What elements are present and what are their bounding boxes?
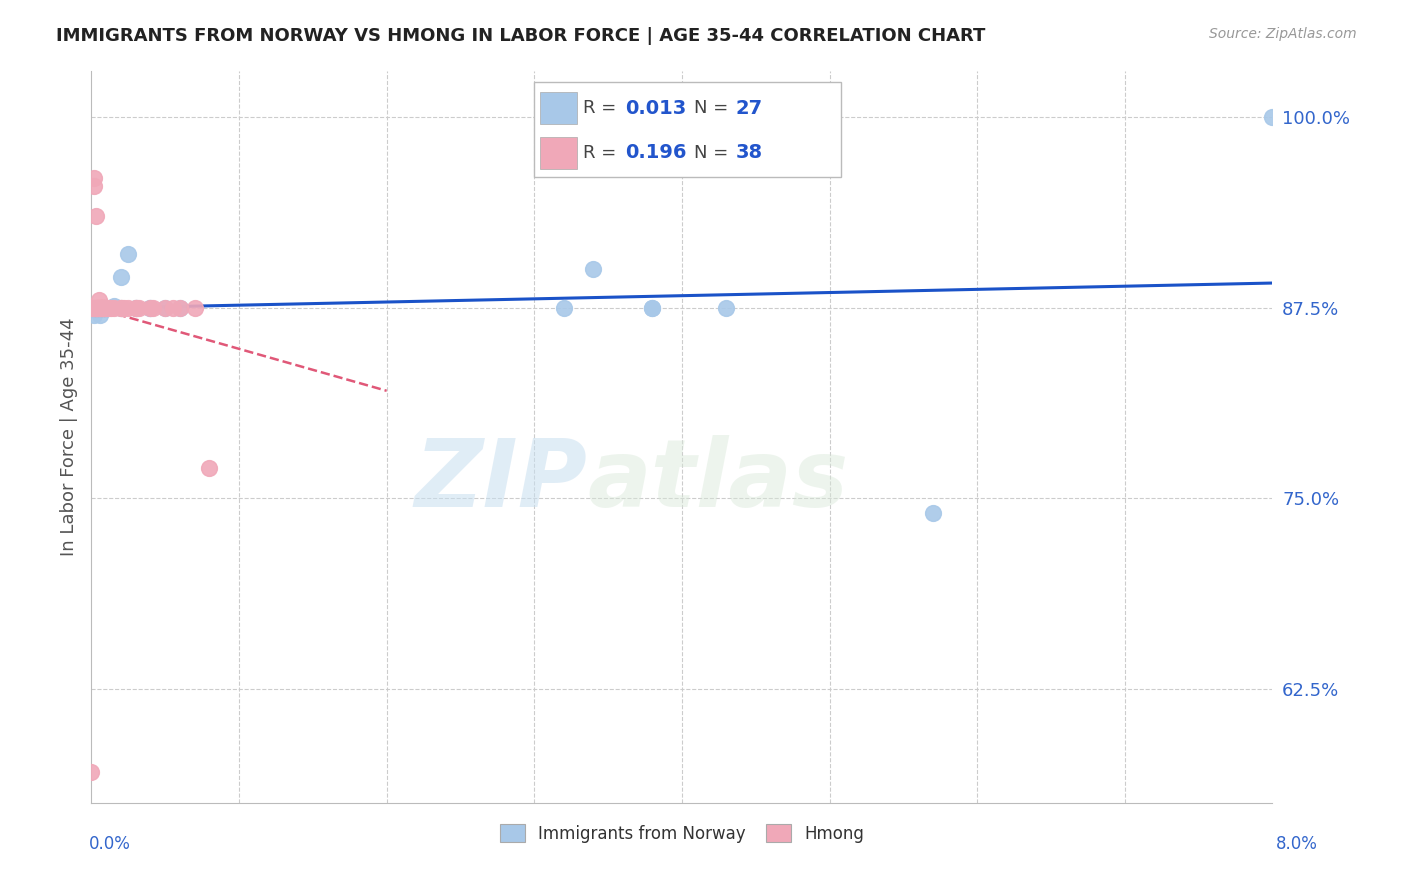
Point (139, 301, 162, 315)
Point (110, 270, 132, 285)
Point (183, 301, 207, 315)
Point (96, 301, 118, 315)
Point (83, 178, 105, 193)
Point (86, 301, 108, 315)
Point (91, 301, 114, 315)
Point (98, 301, 121, 315)
Point (124, 301, 148, 315)
Point (110, 301, 132, 315)
Point (582, 262, 605, 277)
Point (117, 247, 139, 261)
Point (90, 301, 112, 315)
Point (128, 301, 150, 315)
Point (124, 301, 148, 315)
Point (142, 301, 165, 315)
Point (84, 301, 107, 315)
Point (103, 299, 125, 313)
Point (83, 171, 105, 186)
Point (80, 765, 103, 780)
Text: 0.0%: 0.0% (89, 835, 131, 853)
Point (91, 301, 114, 315)
Point (83, 301, 105, 315)
Point (553, 301, 575, 315)
Point (117, 301, 139, 315)
Point (83, 301, 105, 315)
Point (162, 301, 184, 315)
Point (90, 301, 112, 315)
Text: atlas: atlas (588, 435, 849, 527)
Legend: Immigrants from Norway, Hmong: Immigrants from Norway, Hmong (494, 818, 870, 849)
Point (139, 301, 162, 315)
Point (89, 301, 111, 315)
Point (89, 308, 111, 322)
Point (100, 301, 122, 315)
Point (153, 301, 177, 315)
Y-axis label: In Labor Force | Age 35-44: In Labor Force | Age 35-44 (59, 318, 77, 557)
Point (714, 301, 737, 315)
Text: ZIP: ZIP (415, 435, 588, 527)
Point (641, 301, 664, 315)
Point (86, 301, 108, 315)
Point (90, 301, 112, 315)
Point (153, 301, 177, 315)
Point (112, 301, 135, 315)
Point (1261, 110, 1284, 124)
Point (169, 301, 191, 315)
Point (641, 301, 664, 315)
Point (87, 293, 110, 307)
Point (86, 301, 108, 315)
Point (84, 209, 107, 223)
Point (139, 301, 162, 315)
Point (83, 308, 105, 322)
Point (96, 301, 118, 315)
Point (169, 301, 191, 315)
Text: 8.0%: 8.0% (1275, 835, 1317, 853)
Point (91, 301, 114, 315)
Point (87, 301, 110, 315)
Text: IMMIGRANTS FROM NORWAY VS HMONG IN LABOR FORCE | AGE 35-44 CORRELATION CHART: IMMIGRANTS FROM NORWAY VS HMONG IN LABOR… (56, 27, 986, 45)
Point (922, 506, 945, 520)
Point (96, 301, 118, 315)
Point (110, 301, 132, 315)
Point (198, 460, 221, 475)
Point (96, 301, 118, 315)
Point (82, 301, 104, 315)
Point (103, 301, 125, 315)
Point (84, 301, 107, 315)
Text: Source: ZipAtlas.com: Source: ZipAtlas.com (1209, 27, 1357, 41)
Point (84, 301, 107, 315)
Point (89, 301, 111, 315)
Point (124, 301, 148, 315)
Point (110, 301, 132, 315)
Point (124, 301, 148, 315)
Point (87, 301, 110, 315)
Point (82, 301, 104, 315)
